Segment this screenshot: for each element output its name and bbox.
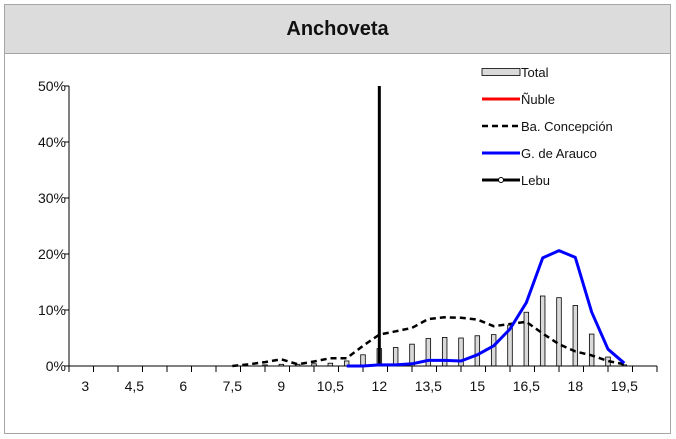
y-tick-label: 10% — [38, 302, 66, 318]
legend-swatch-total — [481, 68, 521, 76]
x-tick-label: 9 — [277, 378, 285, 394]
x-tick-label: 16,5 — [513, 378, 540, 394]
y-tick-label: 40% — [38, 134, 66, 150]
y-tick-label: 30% — [38, 190, 66, 206]
bar-total — [490, 334, 497, 367]
legend-label-lebu: Lebu — [521, 173, 550, 188]
x-tick-label: 4,5 — [125, 378, 145, 394]
legend-marker-lebu — [498, 177, 504, 183]
bar-total — [523, 311, 530, 367]
bar-total — [392, 347, 399, 367]
bar-total — [572, 305, 579, 367]
x-tick-label: 15 — [470, 378, 486, 394]
chart-title-bar: Anchoveta — [5, 5, 670, 54]
chart-frame: Anchoveta — [4, 4, 671, 434]
x-tick-label: 12 — [372, 378, 388, 394]
x-tick-label: 10,5 — [317, 378, 344, 394]
legend-label-g-de-arauco: G. de Arauco — [521, 146, 597, 161]
bar-total — [360, 354, 366, 367]
x-tick-label: 18 — [568, 378, 584, 394]
legend-label-total: Total — [521, 65, 549, 80]
bar-total — [588, 333, 595, 367]
chart-title: Anchoveta — [286, 17, 389, 40]
x-tick-label: 3 — [81, 378, 89, 394]
bar-total — [556, 297, 562, 367]
series-line-g-de-arauco — [346, 249, 626, 368]
bar-total — [474, 335, 481, 367]
y-tick-label: 0% — [46, 358, 66, 374]
legend-label-ba-concepci-n: Ba. Concepción — [521, 119, 613, 134]
x-tick-label: 13,5 — [415, 378, 442, 394]
legend-label-uble: Ñuble — [521, 92, 555, 107]
x-tick-label: 6 — [179, 378, 187, 394]
x-tick-label: 19,5 — [611, 378, 638, 394]
y-tick-label: 50% — [38, 78, 66, 94]
x-tick-label: 7,5 — [223, 378, 243, 394]
y-tick-label: 20% — [38, 246, 66, 262]
